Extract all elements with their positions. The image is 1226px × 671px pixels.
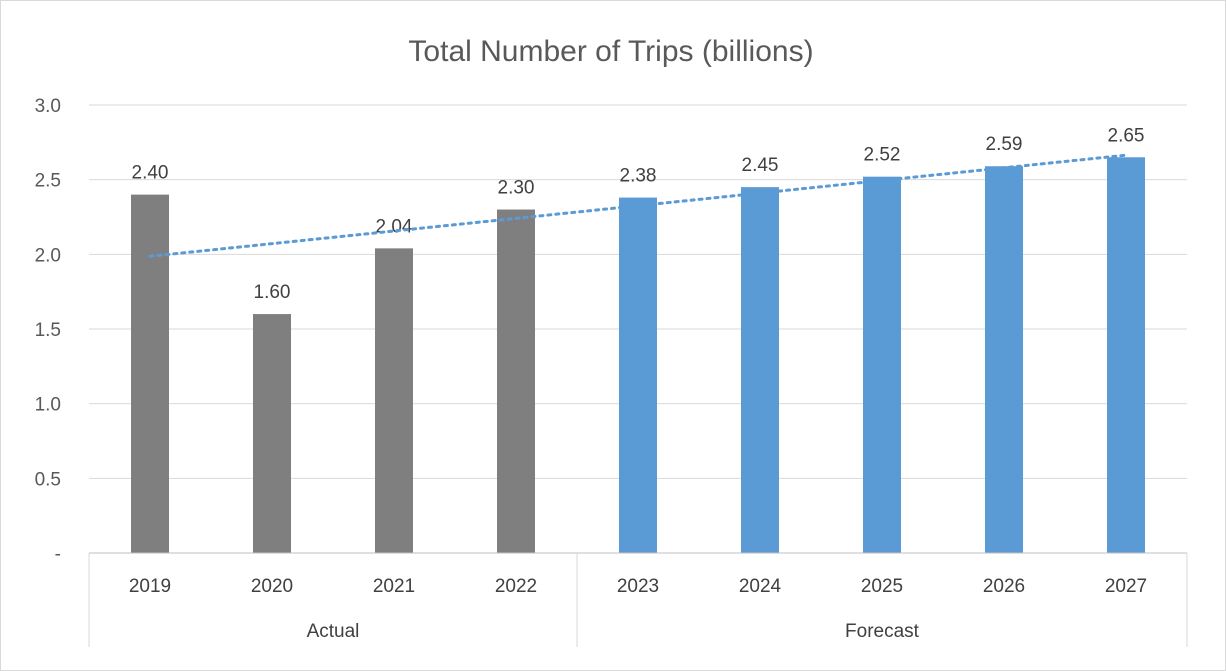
data-label-2020: 1.60 [254,282,291,303]
bars [131,157,1145,554]
y-tick-label: 2.0 [35,245,61,266]
data-label-2019: 2.40 [132,163,169,184]
x-tick-label-2027: 2027 [1105,576,1147,597]
data-label-2022: 2.30 [498,178,535,199]
chart-title: Total Number of Trips (billions) [408,35,813,68]
data-label-2025: 2.52 [864,145,901,166]
x-axis: 2019 2020 2021 2022 2023 2024 2025 2026 2027 Actu… [88,552,1188,647]
trendline [148,153,1128,258]
data-label-2027: 2.65 [1108,125,1145,146]
data-label-2024: 2.45 [742,155,779,176]
bar-2027 [1107,157,1145,553]
x-tick-label-2023: 2023 [617,576,659,597]
bar-2022 [497,209,535,554]
x-tick-label-2026: 2026 [983,576,1025,597]
x-tick-label-2025: 2025 [861,576,903,597]
y-tick-label: - [55,544,61,565]
group-label-forecast: Forecast [845,621,920,642]
data-labels: 2.40 1.60 2.04 2.30 2.38 2.45 2.52 2.59 2.65 [132,125,1145,303]
trendline-line [148,153,1128,258]
y-tick-label: 1.0 [35,395,61,416]
y-tick-label: 2.5 [35,171,61,192]
data-label-2026: 2.59 [986,134,1023,155]
data-label-2023: 2.38 [620,166,657,187]
bar-2025 [863,176,901,553]
y-tick-label: 0.5 [35,469,61,490]
x-tick-label-2024: 2024 [739,576,782,597]
bar-2020 [253,314,291,553]
x-tick-label-2022: 2022 [495,576,537,597]
x-tick-label-2020: 2020 [251,576,293,597]
x-tick-label-2019: 2019 [129,576,171,597]
bar-2026 [985,166,1023,553]
data-label-2021: 2.04 [376,216,413,237]
group-label-actual: Actual [307,621,360,642]
y-tick-label: 3.0 [35,96,61,117]
bar-2021 [375,248,413,554]
y-axis-ticks: - 0.5 1.0 1.5 2.0 2.5 3.0 [35,96,61,565]
x-tick-label-2021: 2021 [373,576,415,597]
bar-2024 [741,187,779,553]
bar-2019 [131,194,169,553]
y-tick-label: 1.5 [35,320,61,341]
bar-2023 [619,197,657,553]
